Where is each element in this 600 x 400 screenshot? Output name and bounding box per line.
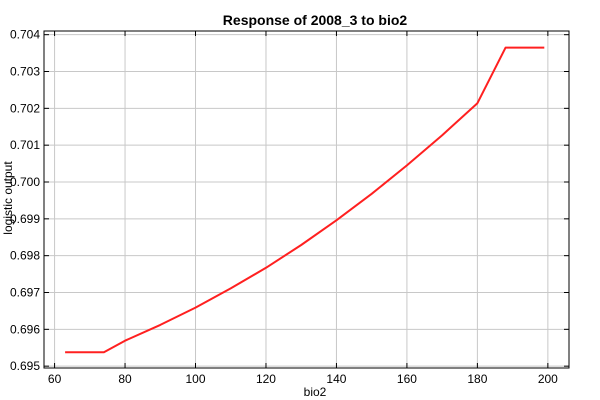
chart-title: Response of 2008_3 to bio2 <box>223 12 408 28</box>
x-tick-label: 200 <box>538 372 558 386</box>
y-tick-label: 0.698 <box>10 249 40 263</box>
plot-frame <box>43 30 570 369</box>
grid-lines <box>44 31 569 368</box>
y-tick-label: 0.702 <box>10 101 40 115</box>
x-axis-label: bio2 <box>304 385 327 399</box>
series-group <box>65 46 545 354</box>
y-tick-label: 0.699 <box>10 212 40 226</box>
tick-marks <box>44 31 569 368</box>
y-tick-label: 0.703 <box>10 65 40 79</box>
x-tick-label: 180 <box>467 372 487 386</box>
y-tick-label: 0.700 <box>10 175 40 189</box>
x-tick-label: 80 <box>118 372 132 386</box>
x-tick-label: 120 <box>256 372 276 386</box>
y-tick-label: 0.696 <box>10 322 40 336</box>
series-line <box>65 46 545 354</box>
y-tick-label: 0.704 <box>10 28 40 42</box>
x-tick-label: 160 <box>397 372 417 386</box>
y-tick-labels: 0.695 0.696 0.697 0.698 0.699 0.700 0.701 0.702… <box>10 28 40 373</box>
y-tick-label: 0.697 <box>10 285 40 299</box>
x-tick-label: 60 <box>48 372 62 386</box>
x-tick-labels: 60 80 100 120 140 160 180 200 <box>48 372 558 386</box>
y-axis-label: logistic output <box>1 161 15 235</box>
y-tick-label: 0.701 <box>10 138 40 152</box>
x-tick-label: 140 <box>326 372 346 386</box>
x-tick-label: 100 <box>185 372 205 386</box>
y-tick-label: 0.695 <box>10 359 40 373</box>
